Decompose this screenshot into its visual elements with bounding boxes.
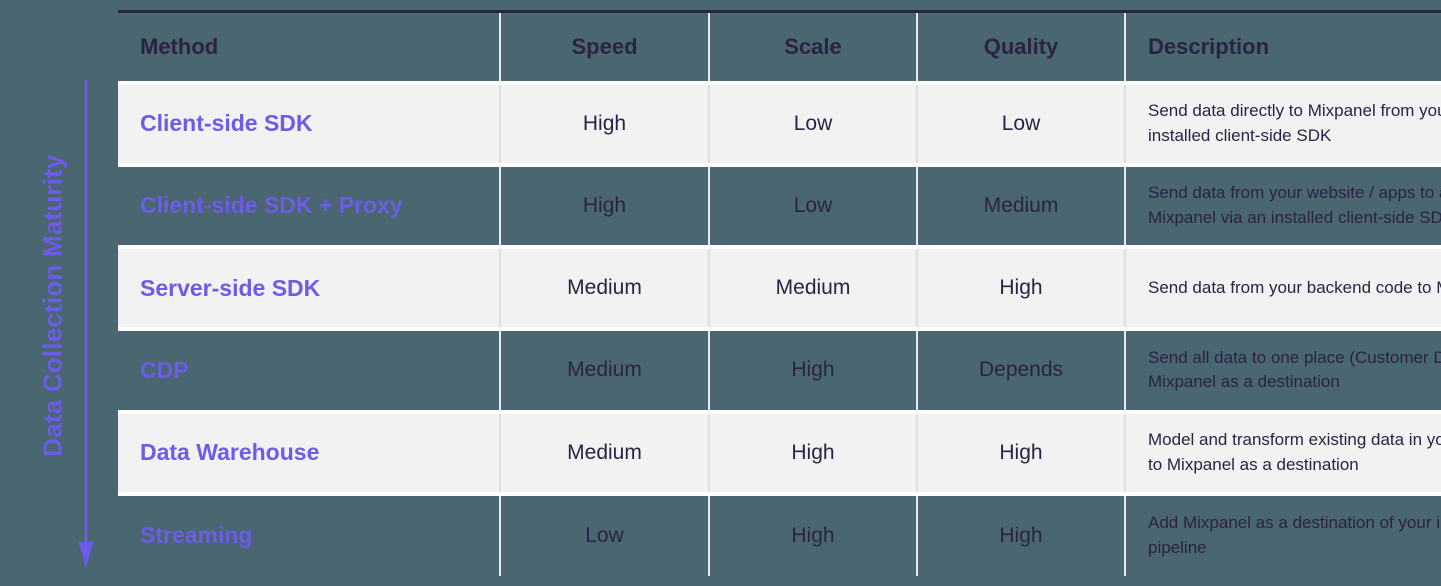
- cell-description: Model and transform existing data in you…: [1124, 409, 1441, 496]
- cell-scale: High: [708, 493, 917, 576]
- cell-method: Streaming: [140, 522, 253, 549]
- cell-quality: High: [916, 244, 1125, 332]
- cell-description: Send data from your website / apps to a …: [1124, 164, 1441, 247]
- cell-scale: Low: [708, 80, 917, 167]
- table-row: Client-side SDK + Proxy High Low Medium …: [118, 164, 1441, 247]
- cell-method: Data Warehouse: [118, 409, 500, 496]
- column-header-speed: Speed: [499, 10, 709, 83]
- cell-quality: High: [916, 409, 1125, 496]
- column-header-method: Method: [118, 10, 500, 83]
- table-row: CDP Medium High Depends Send all data to…: [118, 329, 1441, 412]
- maturity-arrow-down-icon: [78, 80, 94, 570]
- cell-speed: High: [499, 80, 709, 167]
- table-row: Streaming Low High High Add Mixpanel as …: [118, 493, 1441, 576]
- column-header-quality: Quality: [916, 10, 1125, 83]
- table-header-row: Method Speed Scale Quality Description: [118, 10, 1441, 83]
- maturity-axis-label: Data Collection Maturity: [37, 154, 68, 457]
- table-row: Data Warehouse Medium High High Model an…: [118, 409, 1441, 496]
- column-header-scale: Scale: [708, 10, 917, 83]
- cell-scale: Low: [708, 164, 917, 247]
- cell-speed: High: [499, 164, 709, 247]
- cell-method: CDP: [140, 356, 189, 383]
- cell-scale: Medium: [708, 244, 917, 332]
- table-row: Server-side SDK Medium Medium High Send …: [118, 244, 1441, 332]
- cell-quality: Depends: [916, 329, 1125, 412]
- cell-scale: High: [708, 329, 917, 412]
- cell-method: Client-side SDK: [118, 80, 500, 167]
- cell-quality: Low: [916, 80, 1125, 167]
- cell-method: Client-side SDK + Proxy: [140, 192, 403, 219]
- cell-description: Send data directly to Mixpanel from your…: [1124, 80, 1441, 167]
- data-collection-methods-table: Method Speed Scale Quality Description C…: [118, 10, 1441, 576]
- table-header: Method Speed Scale Quality Description: [118, 10, 1441, 83]
- cell-scale: High: [708, 409, 917, 496]
- cell-method: Server-side SDK: [118, 244, 500, 332]
- cell-quality: Medium: [916, 164, 1125, 247]
- cell-quality: High: [916, 493, 1125, 576]
- cell-speed: Medium: [499, 409, 709, 496]
- table-row: Client-side SDK High Low Low Send data d…: [118, 80, 1441, 167]
- cell-speed: Medium: [499, 329, 709, 412]
- cell-speed: Medium: [499, 244, 709, 332]
- table-body: Client-side SDK High Low Low Send data d…: [118, 80, 1441, 576]
- cell-speed: Low: [499, 493, 709, 576]
- cell-description: Send data from your backend code to Mixp…: [1124, 244, 1441, 332]
- cell-description: Add Mixpanel as a destination of your in…: [1124, 493, 1441, 576]
- maturity-axis: Data Collection Maturity: [0, 0, 118, 586]
- column-header-description: Description: [1124, 10, 1441, 83]
- cell-description: Send all data to one place (Customer Dat…: [1124, 329, 1441, 412]
